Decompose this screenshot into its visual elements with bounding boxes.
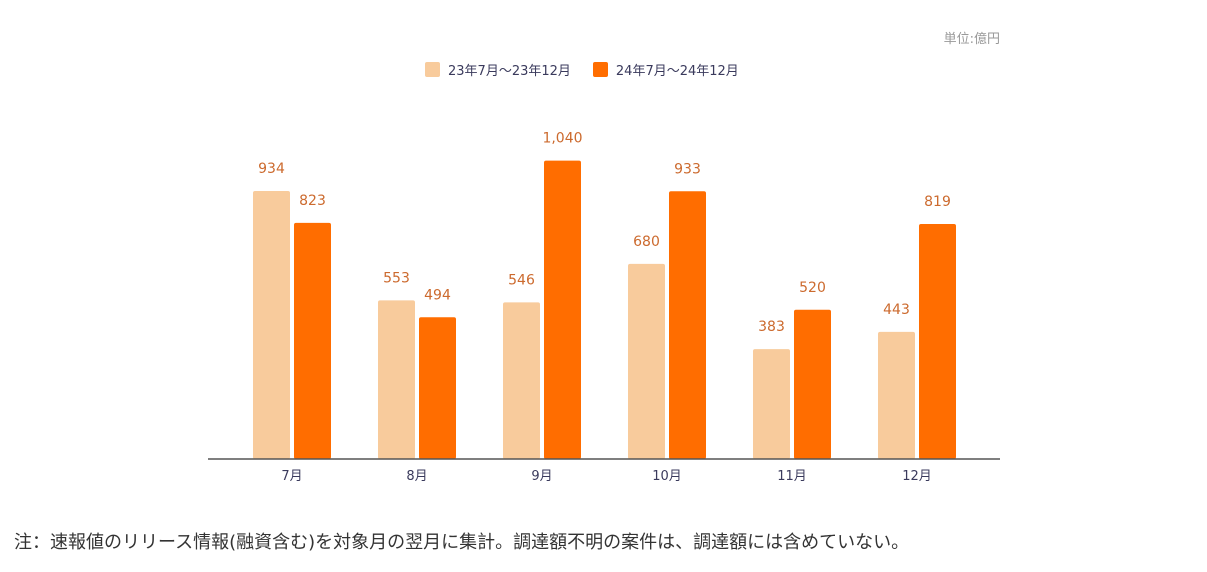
bar-2024-12 xyxy=(919,223,956,459)
legend-swatch-2023 xyxy=(425,62,440,77)
footnote: 注：速報値のリリース情報(融資含む)を対象月の翌月に集計。調達額不明の案件は、調… xyxy=(14,532,910,553)
data-label: 553 xyxy=(383,270,410,286)
data-label: 933 xyxy=(674,161,701,177)
data-label: 546 xyxy=(508,272,535,288)
legend-swatch-2024 xyxy=(592,62,608,77)
data-label: 494 xyxy=(424,287,451,303)
bar-2024-7 xyxy=(294,222,331,459)
data-label: 819 xyxy=(924,194,951,210)
legend-item-2023[interactable]: 23年7月〜23年12月 xyxy=(425,60,571,79)
bar-2024-10 xyxy=(669,191,706,460)
bar-2023-10 xyxy=(628,263,665,459)
data-label: 520 xyxy=(799,280,826,296)
bar-2023-9 xyxy=(503,302,540,459)
data-label: 823 xyxy=(299,193,326,209)
data-label: 680 xyxy=(633,234,660,250)
x-tick-label: 7月 xyxy=(281,469,302,484)
x-tick-label: 9月 xyxy=(531,469,552,484)
bar-2024-11 xyxy=(794,309,831,459)
data-label: 1,040 xyxy=(542,131,582,147)
bar-2023-11 xyxy=(753,349,790,459)
unit-label: 単位:億円 xyxy=(943,32,1000,47)
x-tick-label: 11月 xyxy=(777,469,807,484)
bar-2023-7 xyxy=(253,191,290,459)
legend: 23年7月〜23年12月 24年7月〜24年12月 xyxy=(425,60,739,79)
legend-label-2024: 24年7月〜24年12月 xyxy=(615,64,739,79)
bar-2024-8 xyxy=(419,317,456,459)
bar-2024-9 xyxy=(544,160,581,459)
legend-item-2024[interactable]: 24年7月〜24年12月 xyxy=(592,60,739,79)
x-tick-label: 12月 xyxy=(902,469,932,484)
data-label: 443 xyxy=(883,302,910,318)
data-label: 383 xyxy=(758,319,785,335)
data-label: 934 xyxy=(258,161,285,177)
legend-label-2023: 23年7月〜23年12月 xyxy=(448,64,571,79)
x-tick-label: 8月 xyxy=(406,469,427,484)
bar-2023-8 xyxy=(378,300,415,459)
bar-2023-12 xyxy=(878,331,915,459)
x-tick-label: 10月 xyxy=(652,469,682,484)
